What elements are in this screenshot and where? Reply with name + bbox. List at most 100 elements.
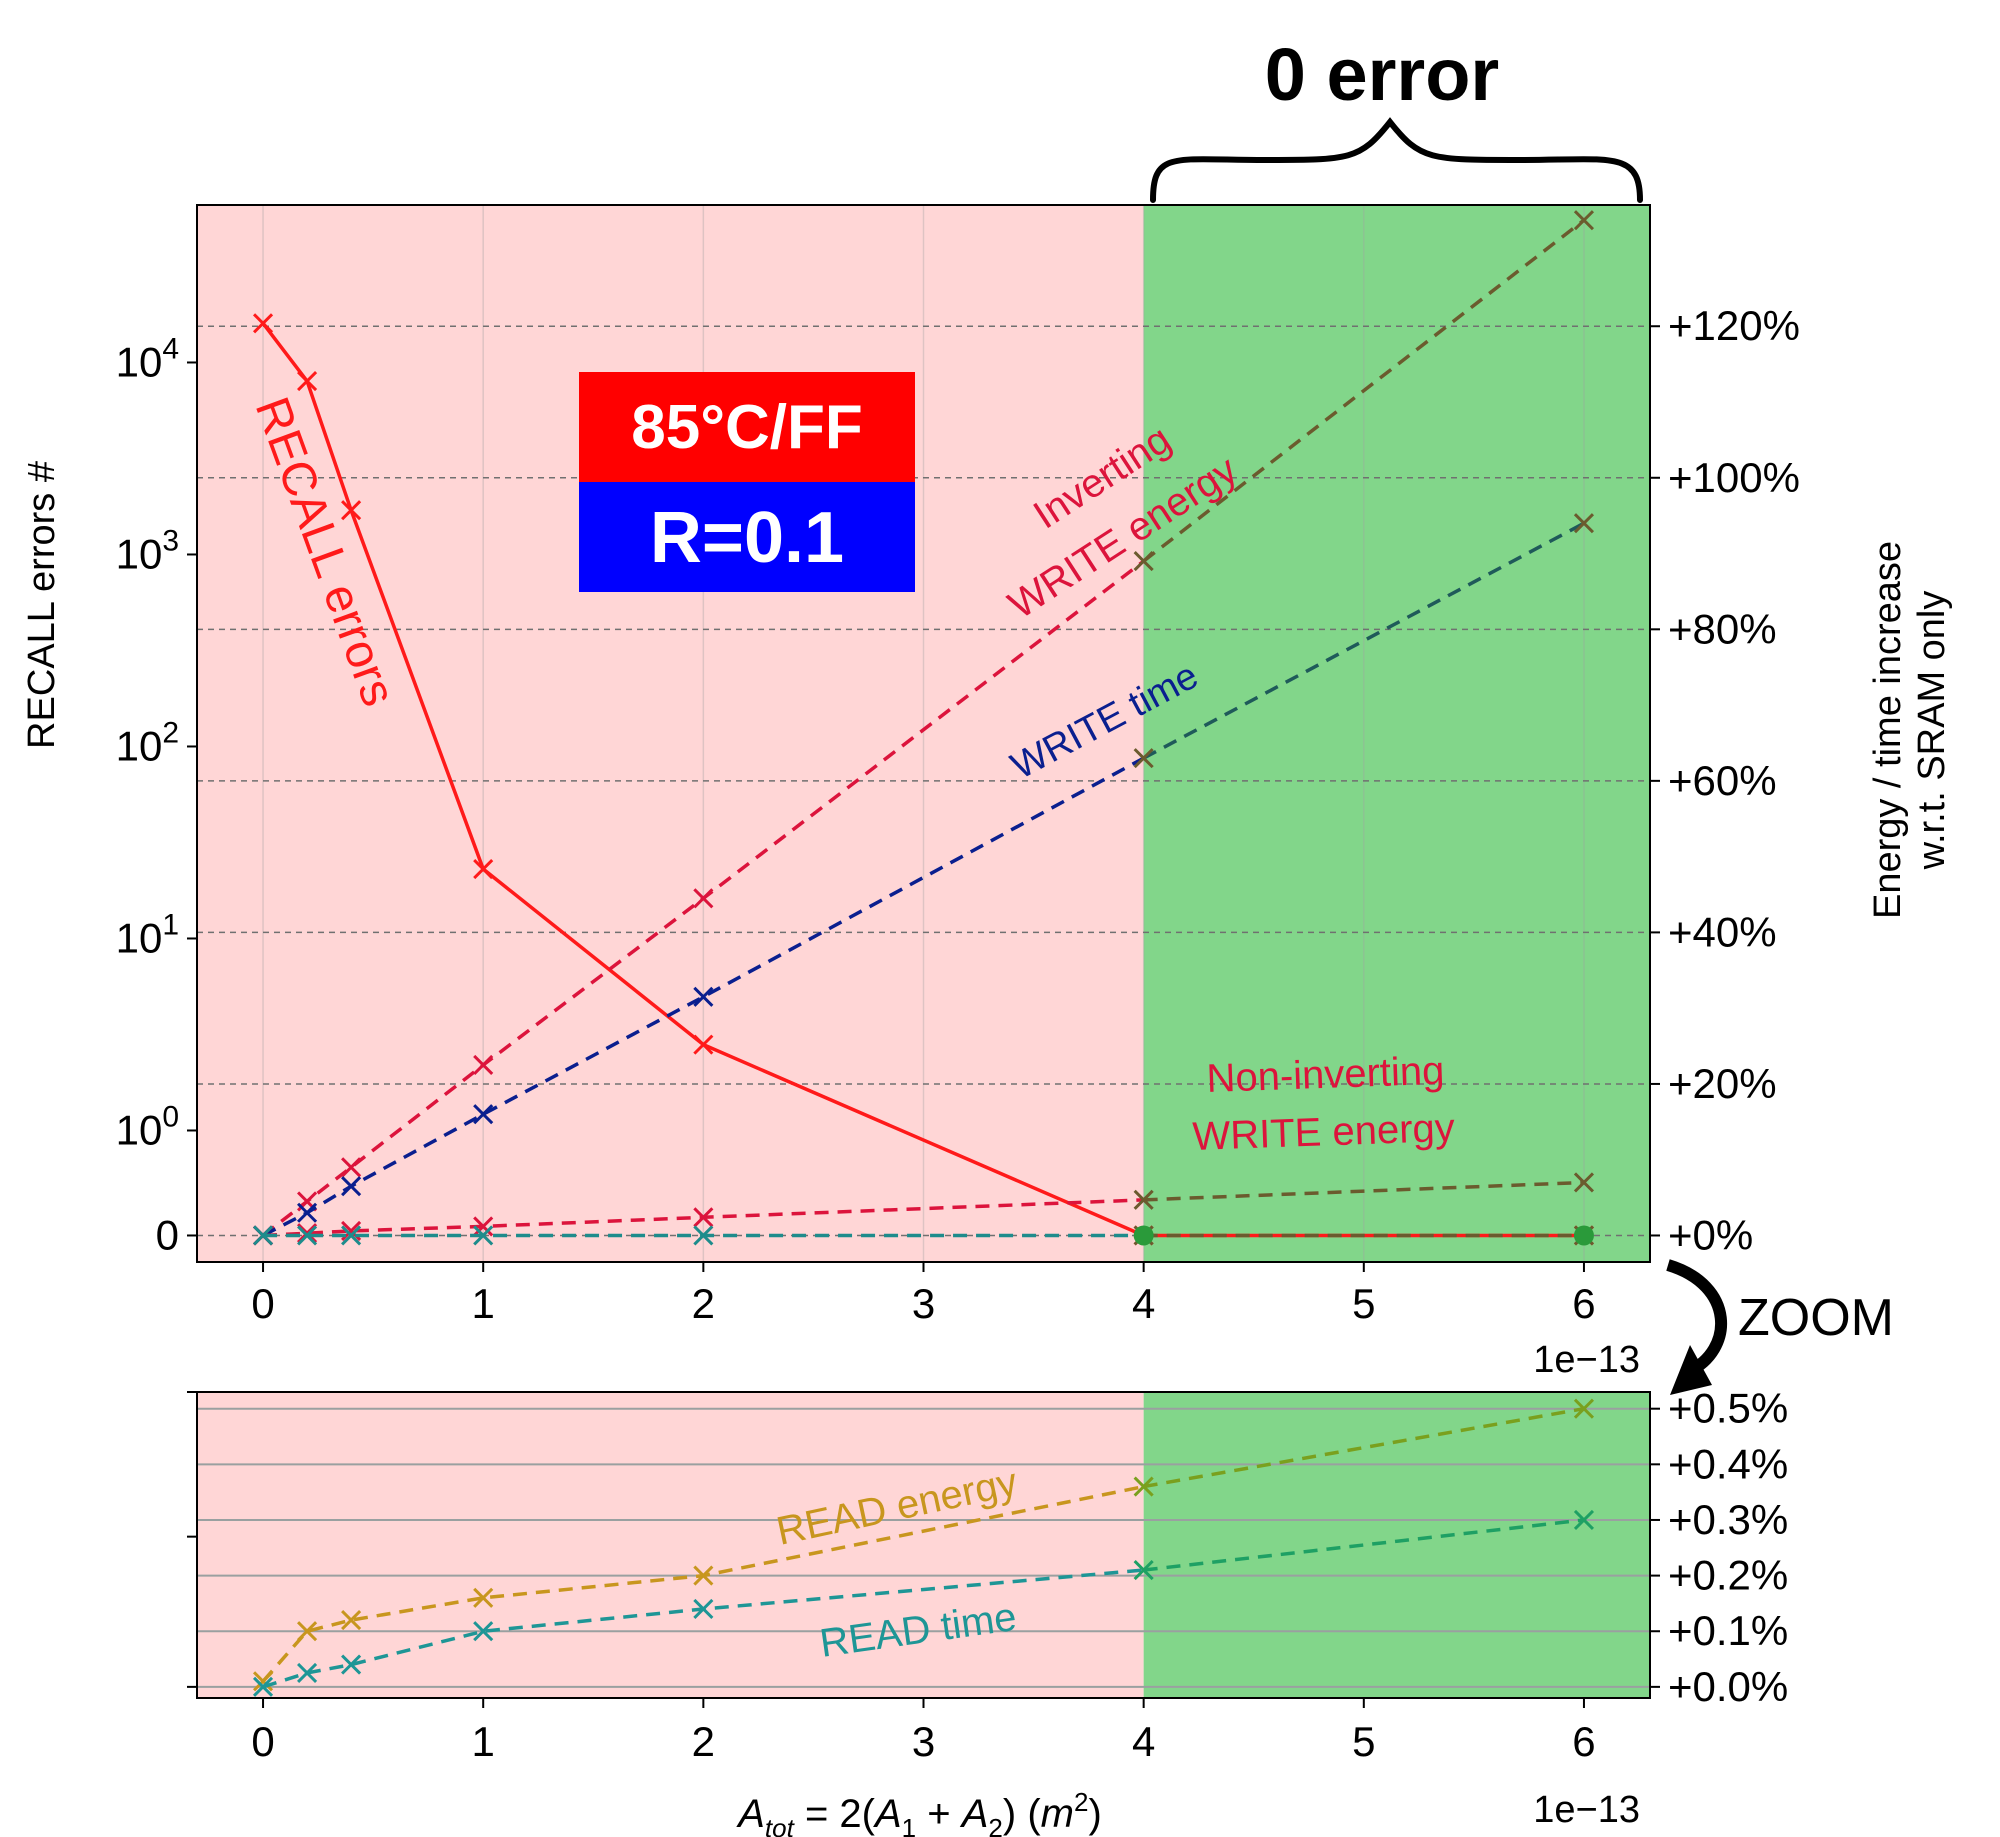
left-tick-label: 104: [116, 332, 179, 385]
series-marker: [473, 1054, 494, 1076]
x-axis-label: Atot = 2(A1 + A2) (m2): [736, 1787, 1102, 1837]
series-marker: [297, 1202, 318, 1223]
zero-error-dot: [1133, 1225, 1154, 1246]
series-line: [262, 1198, 1144, 1238]
zoom-x-offset-label: 1e−13: [1533, 1789, 1640, 1831]
series-marker: [341, 1176, 362, 1197]
series-marker: [252, 1225, 274, 1246]
series-marker: [473, 1104, 494, 1125]
x-tick-label: 0: [251, 1280, 274, 1327]
x-tick-label: 6: [1572, 1280, 1595, 1327]
zero-error-brace: [1150, 117, 1643, 203]
series-marker: [341, 1610, 362, 1631]
main-left-ticks: 0 100 101 102 103 104: [116, 332, 197, 1258]
series-marker: [473, 1216, 494, 1237]
series-marker: [341, 500, 362, 521]
series-line: [1142, 521, 1585, 760]
series-marker: [473, 1587, 494, 1608]
series-marker: [693, 888, 714, 909]
right-tick-label: +100%: [1668, 454, 1800, 501]
series-marker: [693, 986, 714, 1007]
series-line: [261, 322, 1145, 1238]
series-marker: [252, 1676, 274, 1697]
right-tick-label: +80%: [1668, 605, 1777, 652]
zoom-x-ticks: 0 1 2 3 4 5 6: [187, 1391, 1596, 1765]
right-tick-label: +0.4%: [1668, 1440, 1788, 1487]
right-tick-label: +0.5%: [1668, 1385, 1788, 1432]
badge-bottom-box: [579, 482, 915, 592]
non-inverting-write-energy-annotation: WRITE energy: [1192, 1106, 1456, 1159]
right-tick-label: +60%: [1668, 757, 1777, 804]
series-marker: [252, 313, 274, 334]
series-marker: [1573, 1398, 1595, 1419]
right-tick-label: +0.2%: [1668, 1552, 1788, 1599]
zoom-series: [252, 1398, 1595, 1697]
x-tick-label: 3: [912, 1280, 935, 1327]
series-marker: [693, 1598, 714, 1620]
series-line: [1143, 1518, 1585, 1572]
left-tick-label: 100: [116, 1100, 179, 1153]
left-tick-label: 101: [116, 908, 179, 961]
zero-error-label: 0 error: [1265, 33, 1499, 116]
zoom-arrow-head-icon: [1670, 1345, 1712, 1395]
series-marker: [297, 1662, 318, 1684]
zero-error-dot: [1573, 1225, 1594, 1246]
x-tick-label: 6: [1572, 1718, 1595, 1765]
series-marker: [473, 858, 494, 880]
main-right-ticks: +0% +20% +40% +60% +80% +100% +120%: [1650, 302, 1800, 1258]
x-tick-label: 2: [692, 1280, 715, 1327]
series-marker: [1573, 513, 1595, 534]
right-tick-label: +20%: [1668, 1060, 1777, 1107]
main-x-ticks: 0 1 2 3 4 5 6: [251, 1262, 1596, 1327]
right-axis-label-line1: Energy / time increase: [1867, 541, 1909, 919]
right-tick-label: +0.3%: [1668, 1496, 1788, 1543]
x-tick-label: 5: [1352, 1718, 1375, 1765]
x-tick-label: 3: [912, 1718, 935, 1765]
zoom-green-region: [1143, 1392, 1650, 1698]
series-marker: [297, 1225, 318, 1246]
series-line: [262, 756, 1145, 1238]
zoom-red-region: [197, 1392, 1144, 1698]
series-marker: [1133, 1559, 1154, 1581]
main-x-offset-label: 1e−13: [1533, 1339, 1640, 1381]
left-axis-label: RECALL errors #: [21, 461, 63, 749]
main-red-region: [197, 205, 1144, 1262]
series-marker: [297, 371, 318, 392]
series-line: [1143, 1180, 1585, 1202]
x-tick-label: 0: [251, 1718, 274, 1765]
series-marker: [1133, 1476, 1154, 1497]
series-marker: [693, 1565, 714, 1586]
left-tick-label: 103: [116, 524, 179, 577]
series-marker: [1133, 748, 1154, 769]
series-marker: [297, 1223, 318, 1244]
main-grid: [197, 205, 1650, 1262]
zoom-grid: [197, 1407, 1650, 1688]
right-tick-label: +0.1%: [1668, 1607, 1788, 1654]
series-marker: [693, 1034, 714, 1055]
left-tick-label: 0: [156, 1211, 179, 1258]
x-tick-label: 1: [472, 1718, 495, 1765]
series-marker: [1573, 1509, 1595, 1531]
zoom-plot: 0 1 2 3 4 5 6 +0.0% +0.1% +0.2% +0.3% +0.4% +0.5%: [187, 1385, 1788, 1765]
right-tick-label: +0.0%: [1668, 1663, 1788, 1710]
series-marker: [252, 1671, 274, 1692]
main-green-region: [1143, 205, 1650, 1262]
main-plot: 0 1 2 3 4 5 6 0 100 101 102 103 104 +0% +20% +40% +60%…: [116, 204, 1800, 1327]
series-marker: [693, 1225, 714, 1246]
badge-ratio: R=0.1: [650, 498, 844, 578]
series-marker: [1573, 210, 1595, 231]
series-marker: [1133, 1189, 1154, 1210]
x-tick-label: 1: [472, 1280, 495, 1327]
x-tick-label: 5: [1352, 1280, 1375, 1327]
series-marker: [341, 1654, 362, 1675]
series-line: [1142, 218, 1586, 563]
series-line: [1143, 1406, 1585, 1489]
series-marker: [297, 1621, 318, 1642]
series-marker: [1573, 1172, 1595, 1193]
series-marker: [341, 1225, 362, 1246]
series-marker: [473, 1621, 494, 1642]
right-axis-label-line2: w.r.t. SRAM only: [1911, 591, 1953, 871]
right-tick-label: +0%: [1668, 1211, 1753, 1258]
x-tick-label: 4: [1132, 1280, 1155, 1327]
